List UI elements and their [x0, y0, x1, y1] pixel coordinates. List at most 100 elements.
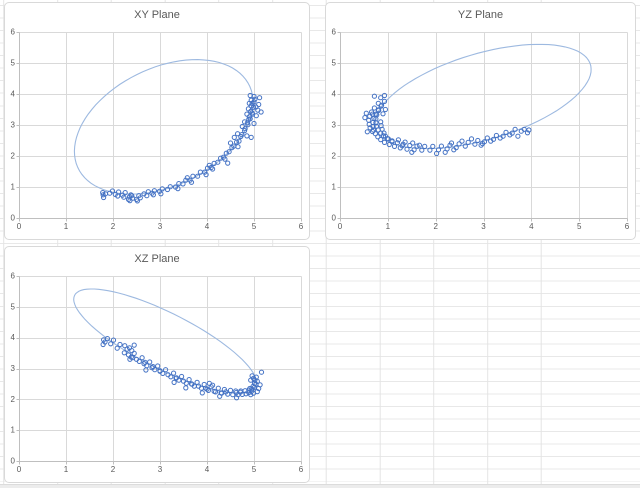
data-point-marker [493, 132, 499, 139]
data-point-marker [180, 181, 186, 187]
data-point-marker [488, 138, 494, 144]
x-tick-label: 3 [158, 465, 163, 474]
data-point-marker [363, 110, 369, 116]
data-point-marker [100, 190, 106, 196]
gridlines-and-axes [16, 276, 302, 465]
data-point-marker [378, 137, 384, 143]
data-point-marker [367, 125, 373, 131]
data-point-marker [375, 127, 381, 133]
y-tick-label: 4 [11, 90, 16, 99]
data-point-marker [497, 135, 503, 141]
data-point-marker [430, 143, 436, 149]
data-point-marker [175, 186, 181, 192]
data-point-marker [163, 367, 169, 373]
data-point-marker [257, 382, 263, 388]
data-point-marker [364, 129, 370, 135]
data-point-marker [188, 381, 195, 387]
y-tick-label: 5 [332, 59, 337, 68]
data-point-marker [210, 166, 216, 172]
data-point-marker [257, 95, 263, 101]
data-point-marker [378, 130, 384, 136]
y-tick-label: 2 [11, 395, 16, 404]
data-point-marker [206, 162, 212, 168]
xy-plane-plot-area: 0 1 2 3 4 5 6 0 1 2 3 4 5 6 [11, 28, 304, 232]
y-tick-label: 0 [11, 457, 16, 466]
y-tick-label: 3 [11, 121, 16, 130]
data-point-marker [404, 146, 410, 152]
data-point-marker [239, 123, 245, 130]
data-point-marker [180, 378, 187, 384]
data-point-marker [507, 132, 513, 138]
data-point-marker [479, 141, 486, 147]
y-tick-label: 0 [11, 214, 16, 223]
data-point-marker [472, 141, 478, 147]
data-point-marker [381, 92, 388, 99]
data-point-marker [131, 342, 137, 348]
x-tick-label: 3 [481, 222, 486, 231]
data-point-marker [126, 345, 133, 351]
data-point-marker [373, 120, 379, 126]
data-point-marker [524, 130, 531, 136]
data-point-marker [188, 179, 195, 185]
data-point-marker [366, 121, 372, 128]
data-point-marker [462, 143, 468, 149]
data-point-marker [366, 117, 372, 123]
data-point-marker [225, 160, 231, 166]
data-point-marker [155, 363, 161, 369]
data-point-marker [258, 109, 264, 115]
y-tick-label: 6 [11, 28, 16, 37]
data-point-marker [386, 141, 392, 148]
fit-ellipse-curve [73, 59, 254, 195]
data-point-marker [237, 389, 243, 395]
data-point-marker [190, 173, 196, 179]
data-point-marker [215, 159, 221, 165]
data-point-marker [100, 341, 106, 348]
y-tick-label: 4 [11, 333, 16, 342]
data-point-marker [248, 377, 254, 383]
data-point-marker [141, 361, 147, 367]
data-point-marker [226, 149, 232, 155]
data-point-marker [114, 345, 120, 351]
data-point-marker [171, 379, 177, 385]
data-point-marker [128, 192, 134, 198]
data-point-marker [100, 192, 106, 198]
data-point-marker [223, 389, 229, 395]
data-point-marker [515, 133, 521, 139]
sheet-bottom-strip [0, 484, 640, 488]
data-point-marker [110, 337, 117, 343]
data-point-marker [249, 100, 255, 106]
data-point-marker [380, 111, 386, 117]
data-point-marker [249, 373, 255, 379]
data-point-marker [195, 173, 201, 179]
data-point-marker [234, 139, 240, 145]
data-point-marker [512, 126, 518, 132]
data-point-marker [164, 186, 171, 193]
data-point-marker [158, 191, 164, 197]
data-point-marker [251, 120, 257, 127]
data-point-marker [395, 137, 402, 143]
data-point-marker [222, 156, 228, 162]
data-point-marker [362, 115, 368, 121]
data-point-marker [252, 96, 258, 102]
data-point-marker [465, 139, 471, 145]
data-point-marker [414, 143, 420, 149]
data-point-marker [227, 387, 234, 393]
y-tick-label: 1 [11, 426, 16, 435]
data-point-marker [109, 188, 116, 194]
data-point-marker [217, 393, 223, 399]
data-point-marker [370, 123, 376, 130]
y-tick-label: 3 [332, 121, 337, 130]
data-point-marker [521, 126, 527, 132]
data-point-marker [157, 368, 163, 374]
data-point-marker [227, 140, 234, 146]
data-point-marker [165, 372, 171, 378]
data-point-marker [381, 98, 388, 105]
data-point-marker [371, 105, 378, 111]
x-tick-label: 2 [111, 465, 116, 474]
data-point-marker [133, 356, 140, 362]
x-tick-label: 6 [625, 222, 630, 231]
data-point-marker [149, 365, 155, 371]
